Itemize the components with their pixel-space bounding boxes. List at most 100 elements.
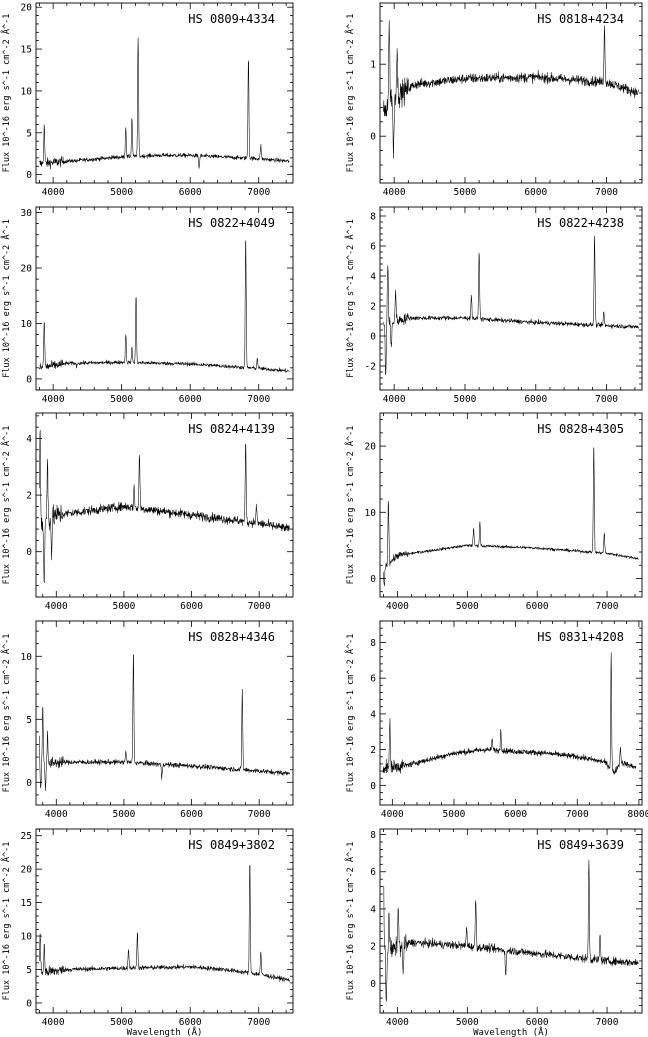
y-tick-label: 0 [370,574,376,585]
plot-frame [35,206,294,391]
x-tick-label: 7000 [596,601,619,612]
y-tick-label: 6 [370,242,376,253]
spectrum-line [39,654,290,792]
spectrum-line [39,864,290,983]
x-tick-label: 7000 [566,809,589,820]
y-tick-label: 2 [370,745,376,756]
y-axis-label: Flux 10^-16 erg s^-1 cm^-2 Å^-1 [344,634,356,793]
y-tick-label: 25 [21,831,32,842]
x-tick-label: 4000 [45,809,68,820]
x-tick-label: 6000 [179,1017,202,1028]
spectrum-line [383,20,639,159]
y-tick-label: 8 [370,212,376,223]
x-tick-label: 5000 [110,1017,133,1028]
y-tick-label: 5 [26,715,32,726]
y-tick-label: 5 [26,128,32,139]
panel-2: 4000 5000 6000 7000 0 1 Flux 10^-16 erg s^-1 c… [344,2,643,198]
panel-title: HS 0831+4208 [537,630,624,644]
y-axis-label: Flux 10^-16 erg s^-1 cm^-2 Å^-1 [0,219,12,378]
y-axis-label: Flux 10^-16 erg s^-1 cm^-2 Å^-1 [0,634,12,793]
x-tick-label: 6000 [526,601,549,612]
spectrum-line [39,37,290,170]
spectrum-line [383,447,639,587]
y-tick-label: 10 [365,508,377,519]
spectrum-line [39,240,290,373]
x-axis-label: Wavelength (Å) [473,1026,549,1037]
x-tick-label: 5000 [456,1017,479,1028]
y-tick-label: 4 [26,434,32,445]
x-tick-label: 5000 [454,187,477,198]
x-tick-label: 6000 [180,809,203,820]
y-tick-label: 20 [21,865,33,876]
panel-6: 4000 5000 6000 7000 0 10 20 Flux 10^-16 erg s^-… [344,412,643,612]
x-tick-label: 4000 [383,394,406,405]
panel-4: 4000 5000 6000 7000 -2 0 2 4 6 8 Flux 10^-16 erg s… [344,206,643,405]
y-tick-label: 20 [365,442,377,453]
x-tick-label: 8000 [627,809,648,820]
y-tick-label: 6 [370,674,376,685]
x-tick-label: 4000 [381,809,404,820]
plot-frame [35,620,294,806]
x-tick-label: 7000 [596,1017,619,1028]
x-tick-label: 7000 [247,394,270,405]
x-tick-label: 4000 [42,394,65,405]
plot-frame [379,206,643,391]
x-axis-label: Wavelength (Å) [127,1026,203,1037]
x-tick-label: 6000 [180,601,203,612]
x-tick-label: 6000 [524,187,547,198]
plot-frame [379,828,643,1014]
y-tick-label: 4 [370,904,376,915]
y-tick-label: 15 [21,45,32,56]
panel-9: 4000 5000 6000 7000 0 5 10 15 20 25 Flux 10^-16 er… [0,828,294,1037]
y-tick-label: 10 [21,652,33,663]
y-tick-label: 0 [26,170,32,181]
y-tick-label: 0 [26,778,32,789]
y-tick-label: 0 [370,781,376,792]
x-tick-label: 6000 [524,394,547,405]
y-tick-label: 4 [370,709,376,720]
panel-7: 4000 5000 6000 7000 0 5 10 Flux 10^-16 erg s^-1… [0,620,294,820]
panel-title: HS 0849+3639 [537,838,624,852]
panel-title: HS 0809+4334 [188,12,275,26]
panel-title: HS 0822+4238 [537,216,624,230]
spectrum-line [383,859,639,1002]
x-tick-label: 4000 [386,1017,409,1028]
y-axis-label: Flux 10^-16 erg s^-1 cm^-2 Å^-1 [344,219,356,378]
y-tick-label: 0 [370,332,376,343]
panel-title: HS 0828+4346 [188,630,275,644]
y-tick-label: 0 [26,374,32,385]
y-tick-label: 2 [26,491,32,502]
y-tick-label: 0 [370,979,376,990]
y-tick-label: 10 [21,86,33,97]
x-tick-label: 5000 [112,809,135,820]
y-axis-label: Flux 10^-16 erg s^-1 cm^-2 Å^-1 [0,14,12,173]
spectrum-line [383,235,639,375]
x-tick-label: 6000 [179,187,202,198]
y-axis-label: Flux 10^-16 erg s^-1 cm^-2 Å^-1 [344,14,356,173]
panel-title: HS 0828+4305 [537,422,624,436]
panel-title: HS 0822+4049 [188,216,275,230]
x-tick-label: 4000 [386,601,409,612]
plot-frame [35,2,294,184]
x-tick-label: 7000 [595,394,618,405]
plot-frame [35,412,294,598]
panel-8: 4000 5000 6000 7000 8000 0 2 4 6 8 Flux 10^-16 erg… [344,620,648,820]
y-tick-label: 15 [21,898,32,909]
y-tick-label: -2 [365,362,376,373]
y-tick-label: 20 [21,3,33,14]
x-tick-label: 7000 [247,187,270,198]
y-tick-label: 1 [370,60,376,71]
y-tick-label: 0 [26,547,32,558]
spectrum-line [382,652,637,775]
y-tick-label: 2 [370,302,376,313]
y-axis-label: Flux 10^-16 erg s^-1 cm^-2 Å^-1 [0,426,12,585]
panel-title: HS 0849+3802 [188,838,275,852]
y-tick-label: 10 [21,932,33,943]
x-tick-label: 4000 [45,601,68,612]
plot-frame [379,412,643,598]
panel-title: HS 0818+4234 [537,12,624,26]
x-tick-label: 6000 [526,1017,549,1028]
panel-1: 4000 5000 6000 7000 0 5 10 15 20 Flux 10^-16 erg … [0,2,294,198]
